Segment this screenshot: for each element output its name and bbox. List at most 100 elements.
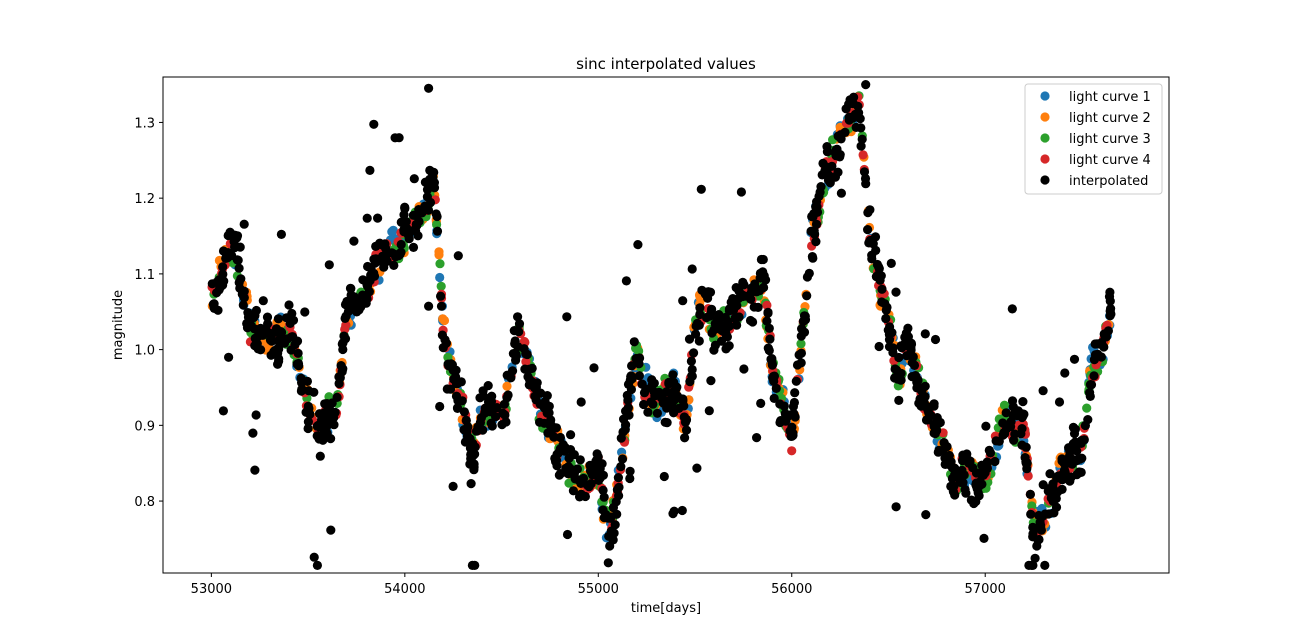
x-tick-label: 57000 — [965, 582, 1006, 597]
data-point — [336, 361, 346, 371]
legend-label: light curve 1 — [1069, 90, 1151, 105]
data-point — [560, 442, 570, 453]
data-point — [701, 312, 712, 323]
data-point — [262, 312, 273, 322]
data-point — [796, 339, 806, 349]
data-point — [243, 308, 253, 318]
x-tick-label: 55000 — [578, 582, 619, 597]
data-point — [763, 307, 773, 317]
data-point — [234, 263, 244, 273]
data-point — [598, 470, 609, 480]
data-point — [823, 175, 834, 185]
data-point — [762, 316, 772, 326]
data-point — [486, 396, 497, 406]
data-point — [435, 401, 445, 412]
data-point — [1007, 304, 1017, 314]
data-point — [292, 359, 302, 369]
data-point — [767, 358, 777, 368]
data-point — [309, 552, 319, 562]
data-point — [1072, 446, 1082, 456]
legend-marker — [1040, 91, 1050, 101]
data-point — [363, 261, 373, 272]
data-point — [1099, 329, 1109, 339]
data-point — [1023, 471, 1033, 481]
data-point — [589, 363, 599, 373]
data-point — [451, 379, 462, 389]
data-point — [762, 300, 772, 310]
data-point — [480, 403, 490, 413]
data-point — [424, 83, 434, 93]
data-point — [359, 298, 369, 309]
data-point — [612, 509, 622, 519]
data-point — [704, 406, 714, 416]
data-point — [208, 299, 218, 309]
data-point — [649, 387, 659, 397]
data-point — [441, 338, 451, 348]
data-point — [338, 344, 348, 355]
data-point — [726, 297, 736, 307]
data-point — [315, 451, 325, 461]
data-point — [1040, 509, 1050, 519]
data-point — [470, 560, 480, 571]
legend-entries: light curve 1 light curve 2 light curve 3 l… — [1040, 90, 1151, 189]
data-point — [886, 258, 896, 268]
data-point — [627, 361, 637, 371]
data-point — [668, 508, 678, 519]
data-point — [612, 485, 623, 495]
data-point — [656, 393, 667, 403]
data-point — [514, 319, 525, 329]
data-point — [764, 323, 774, 333]
data-point — [409, 174, 419, 184]
data-point — [969, 498, 979, 509]
data-point — [256, 323, 266, 333]
data-point — [1000, 429, 1010, 439]
data-point — [822, 167, 832, 177]
data-point — [549, 432, 559, 442]
data-point — [258, 296, 268, 306]
data-point — [423, 205, 434, 215]
data-point — [856, 141, 866, 151]
data-point — [669, 395, 679, 405]
data-point — [266, 330, 276, 340]
data-point — [297, 384, 307, 394]
data-point — [566, 430, 576, 440]
data-point — [769, 376, 779, 386]
data-point — [1053, 471, 1063, 481]
data-point — [572, 464, 583, 474]
data-point — [438, 314, 448, 324]
data-point — [716, 323, 726, 333]
data-point — [218, 406, 228, 416]
data-point — [623, 403, 634, 413]
data-point — [624, 410, 634, 420]
data-point — [804, 268, 814, 278]
legend-marker — [1040, 112, 1050, 122]
y-tick-label: 1.2 — [134, 192, 155, 207]
data-point — [448, 481, 458, 491]
data-point — [855, 114, 865, 124]
data-point — [756, 254, 767, 265]
data-point — [502, 393, 512, 403]
data-point — [1085, 388, 1095, 398]
data-point — [769, 393, 779, 403]
data-point — [293, 348, 303, 358]
data-point — [524, 364, 534, 374]
data-point — [871, 272, 882, 282]
data-point — [396, 217, 406, 227]
data-point — [659, 471, 669, 482]
chart-title: sinc interpolated values — [576, 55, 756, 73]
data-point — [467, 452, 477, 462]
data-point — [1075, 454, 1085, 464]
data-point — [321, 428, 331, 438]
data-point — [448, 365, 458, 375]
data-point — [761, 275, 771, 285]
data-point — [807, 211, 817, 222]
data-point — [207, 279, 217, 289]
data-point — [935, 417, 945, 428]
data-point — [1060, 467, 1070, 477]
data-point — [227, 250, 237, 261]
data-point — [388, 225, 398, 235]
data-point — [1044, 484, 1054, 494]
data-point — [737, 290, 747, 300]
data-point — [569, 450, 579, 460]
data-point — [724, 306, 735, 316]
